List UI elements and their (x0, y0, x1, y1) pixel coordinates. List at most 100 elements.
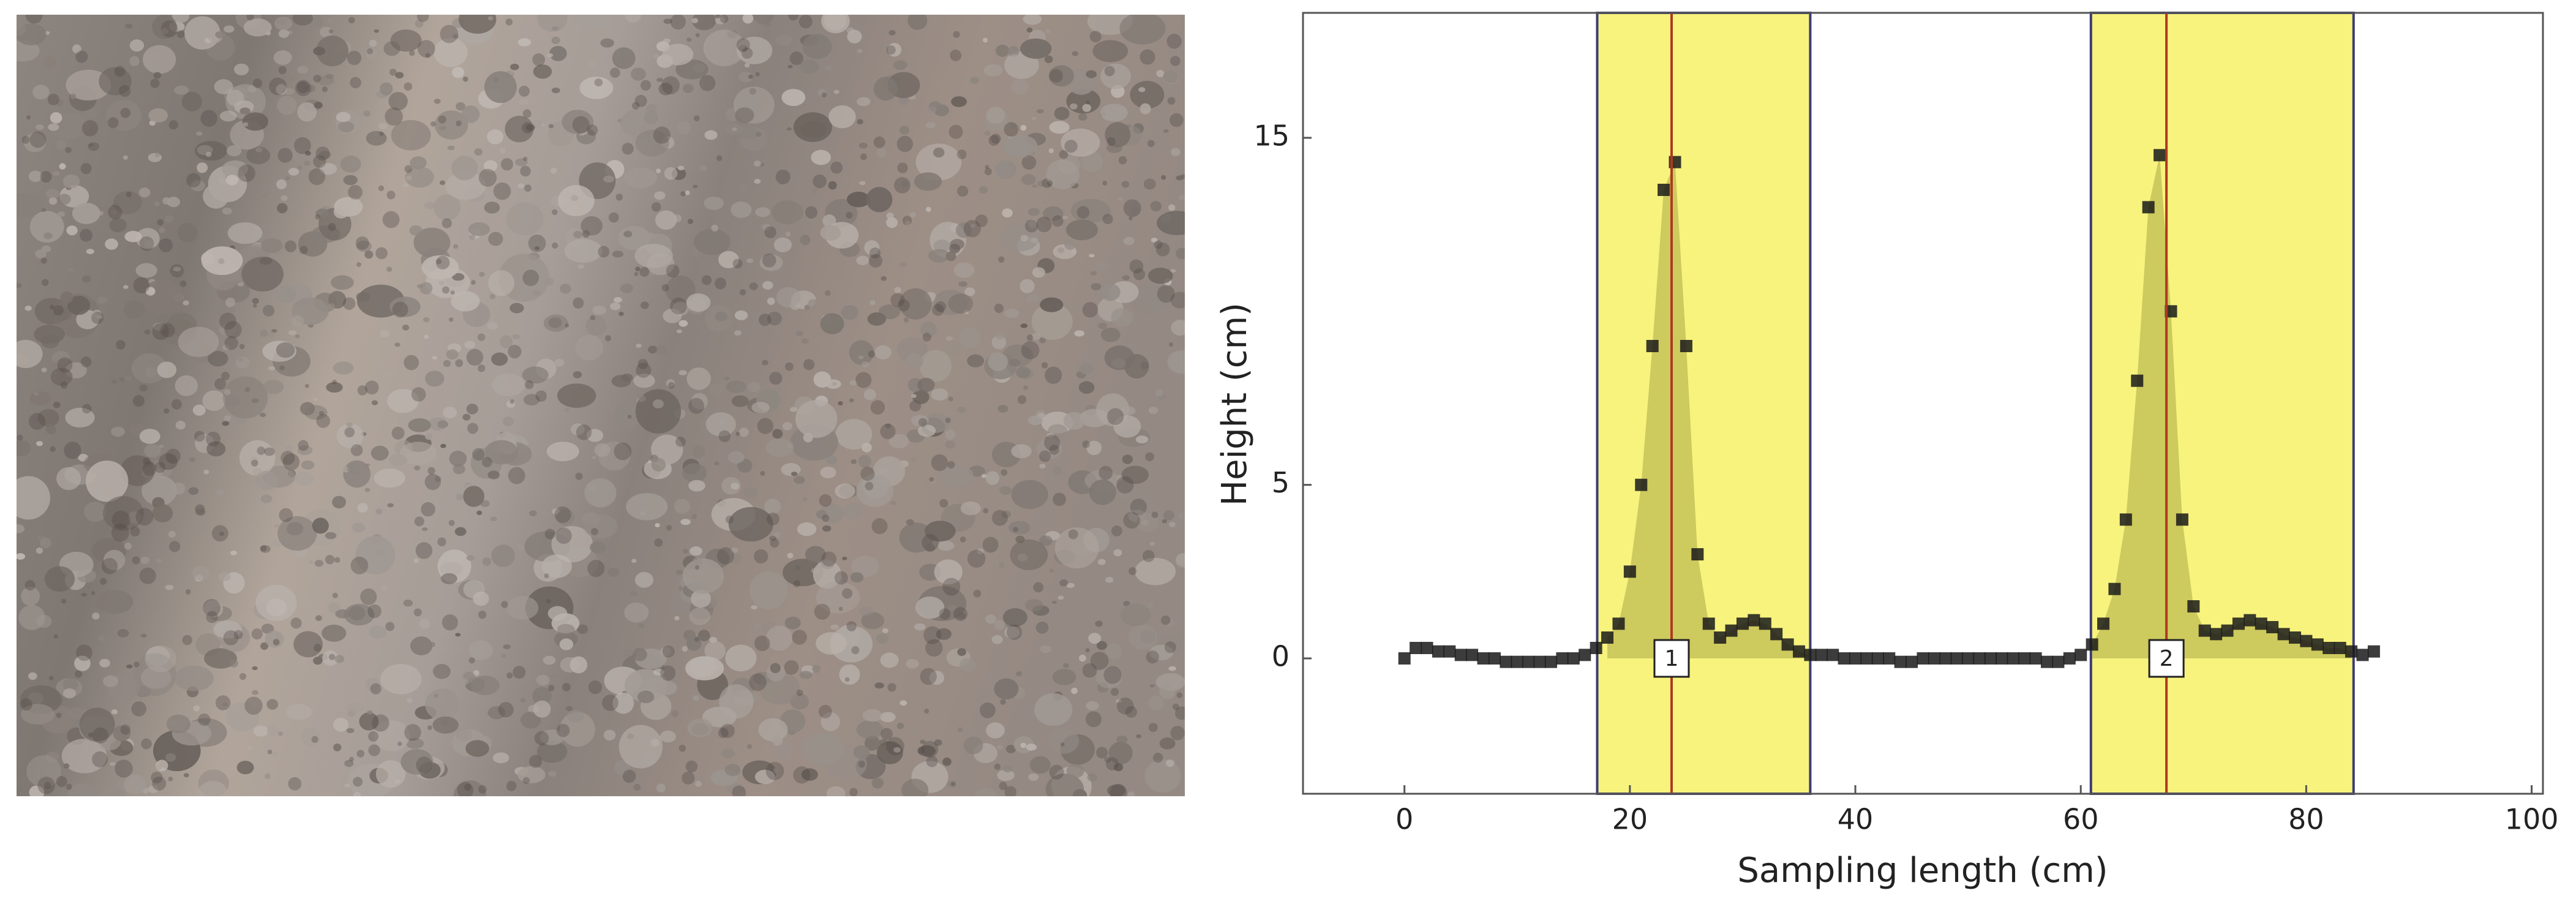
soil-clod (351, 522, 366, 533)
soil-clod (1095, 620, 1103, 627)
soil-clod (948, 396, 953, 402)
soil-clod (516, 543, 525, 551)
soil-shadow (157, 219, 164, 226)
soil-clod (585, 315, 607, 336)
soil-clod (1148, 267, 1173, 284)
soil-clod (688, 480, 705, 492)
soil-clod (919, 350, 952, 382)
soil-clod (996, 745, 1003, 750)
soil-clod (61, 739, 107, 774)
soil-shadow (355, 236, 369, 250)
soil-shadow (918, 418, 928, 428)
soil-clod (1049, 568, 1054, 573)
soil-clod (103, 495, 144, 531)
soil-clod (738, 71, 753, 83)
data-point (1939, 652, 1952, 665)
soil-shadow (865, 481, 874, 491)
soil-clod (469, 234, 476, 240)
data-point (1443, 645, 1456, 658)
soil-shadow (448, 519, 455, 526)
soil-shadow (894, 177, 911, 194)
soil-clod (957, 727, 963, 733)
soil-shadow (922, 333, 932, 342)
soil-shadow (150, 78, 160, 88)
soil-clod (675, 59, 708, 80)
soil-shadow (860, 466, 875, 481)
soil-shadow (636, 363, 652, 378)
soil-clod (871, 777, 884, 789)
data-point (1702, 617, 1715, 630)
soil-shadow (922, 534, 939, 551)
soil-clod (724, 764, 741, 777)
soil-clod (1066, 582, 1075, 589)
soil-clod (592, 305, 607, 315)
soil-shadow (224, 336, 239, 350)
soil-clod (874, 345, 892, 360)
soil-clod (820, 712, 841, 731)
soil-clod (704, 196, 724, 210)
soil-shadow (666, 264, 680, 278)
soil-clod (1177, 605, 1185, 611)
data-point (1736, 617, 1749, 630)
soil-clod (1052, 465, 1062, 476)
soil-clod (635, 129, 669, 157)
soil-shadow (53, 305, 64, 316)
soil-clod (651, 458, 666, 472)
data-point (1545, 655, 1557, 668)
soil-clod (577, 624, 588, 635)
soil-shadow (1142, 550, 1155, 562)
soil-shadow (441, 614, 459, 631)
soil-shadow (133, 277, 150, 294)
soil-clod (557, 383, 596, 408)
soil-clod (434, 37, 468, 67)
soil-clod (958, 281, 967, 287)
data-point (1691, 548, 1704, 560)
soil-clod (266, 598, 287, 617)
soil-clod (352, 220, 358, 226)
soil-shadow (92, 727, 109, 744)
soil-shadow (525, 380, 534, 390)
soil-clod (785, 232, 791, 237)
soil-clod (906, 519, 914, 525)
soil-clod (963, 736, 983, 755)
data-point (2086, 638, 2098, 651)
soil-shadow (754, 635, 770, 652)
soil-clod (144, 443, 161, 458)
soil-shadow (1110, 783, 1127, 796)
soil-shadow (357, 385, 368, 396)
soil-clod (1035, 621, 1049, 634)
soil-shadow (1154, 240, 1163, 249)
soil-clod (869, 299, 876, 306)
soil-shadow (1117, 697, 1134, 715)
data-point (1827, 649, 1839, 661)
soil-clod (1176, 247, 1185, 260)
soil-clod (219, 324, 235, 336)
data-point (1725, 624, 1738, 637)
soil-clod (1016, 671, 1023, 677)
soil-clod (261, 238, 283, 254)
data-point (1996, 652, 2008, 665)
soil-clod (206, 441, 226, 457)
soil-shadow (947, 461, 955, 469)
soil-clod (819, 503, 844, 524)
soil-clod (247, 745, 253, 750)
soil-shadow (425, 53, 430, 58)
soil-clod (353, 791, 361, 796)
soil-clod (198, 781, 227, 796)
soil-shadow (562, 683, 571, 691)
soil-shadow (1133, 268, 1146, 281)
soil-shadow (427, 725, 432, 731)
soil-clod (375, 760, 406, 788)
soil-clod (607, 568, 620, 577)
soil-shadow (522, 122, 533, 134)
soil-clod (907, 15, 928, 30)
soil-clod (1026, 744, 1037, 751)
soil-shadow (803, 359, 815, 371)
soil-shadow (186, 173, 201, 187)
soil-clod (105, 238, 118, 250)
soil-clod (1044, 55, 1053, 64)
data-point (1590, 642, 1602, 654)
soil-clod (1100, 104, 1128, 122)
soil-clod (320, 26, 333, 38)
soil-clod (506, 596, 539, 620)
